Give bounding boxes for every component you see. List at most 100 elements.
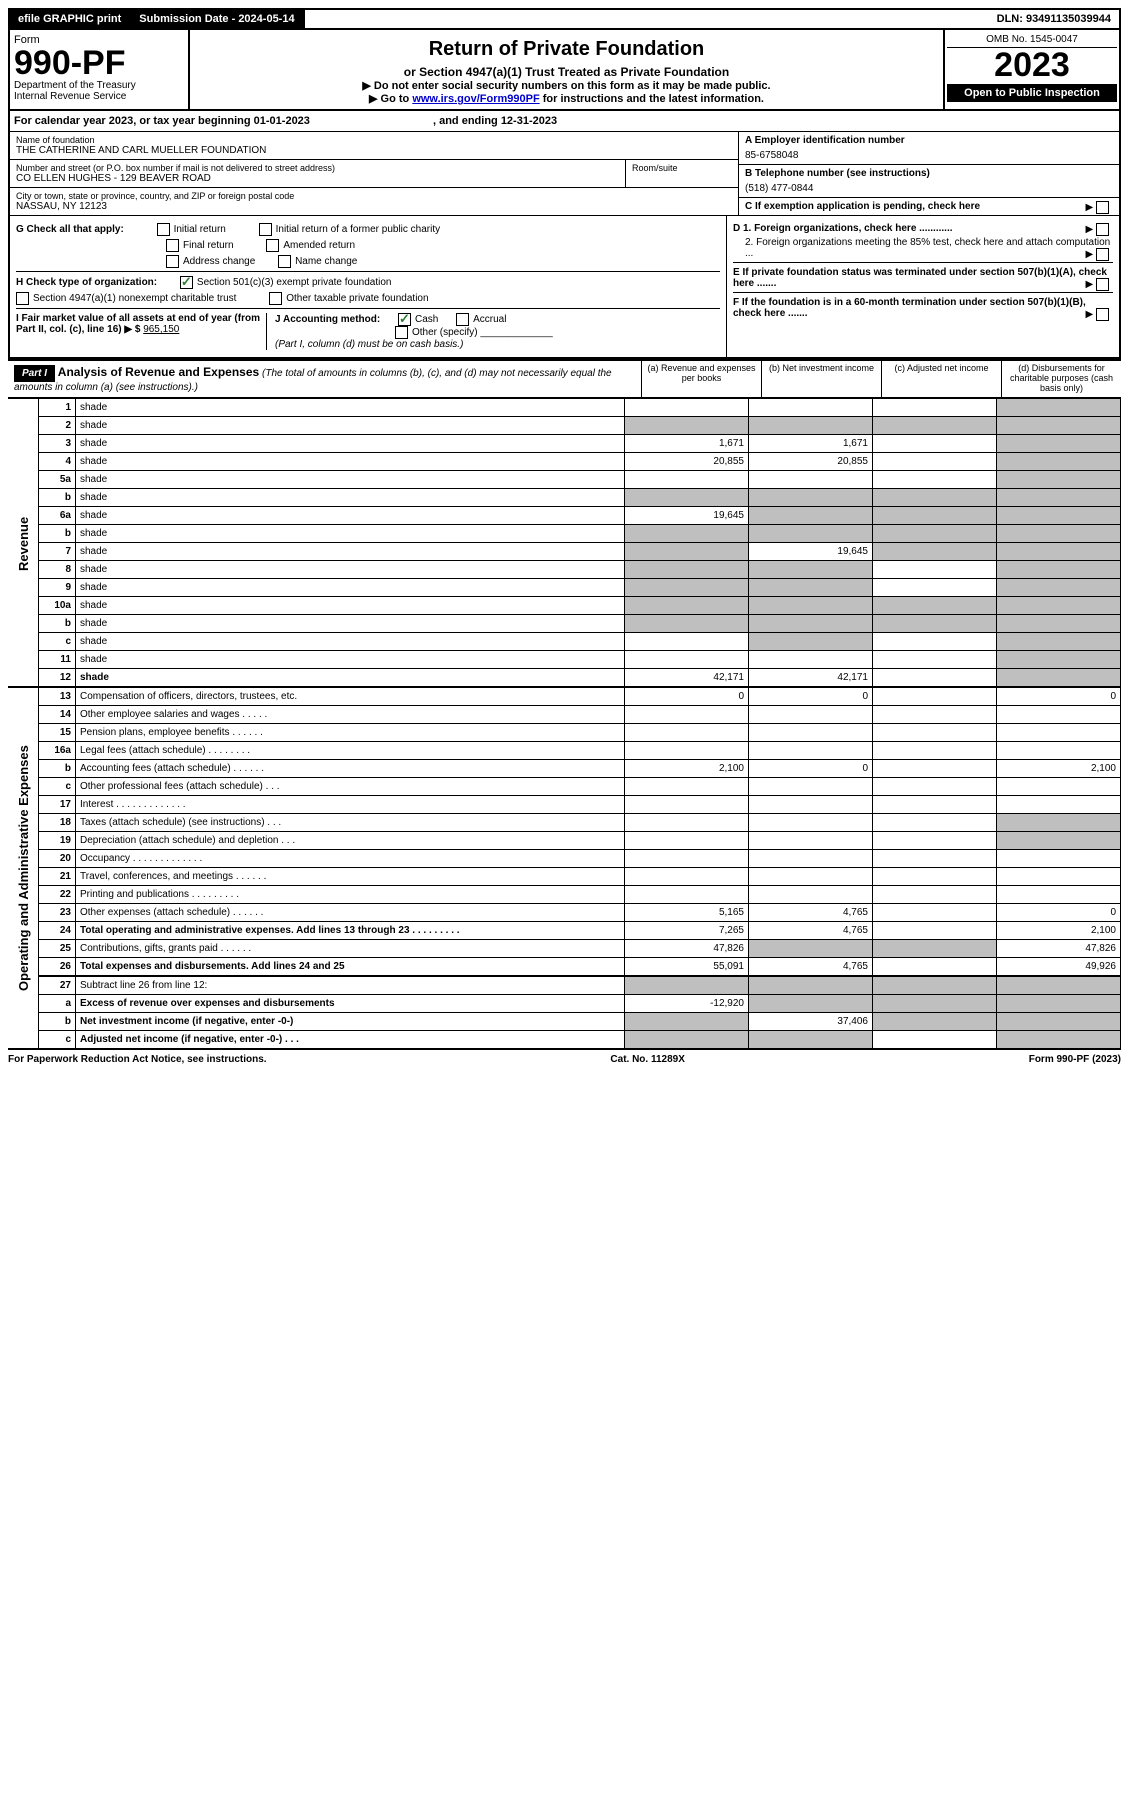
efile-print-button[interactable]: efile GRAPHIC print (10, 10, 131, 28)
cell-value (749, 399, 873, 417)
cell-value (873, 651, 997, 669)
row-number: b (39, 489, 76, 507)
cell-value (749, 814, 873, 832)
phone-value: (518) 477-0844 (745, 179, 1113, 194)
row-desc: shade (76, 417, 625, 435)
j-other-checkbox[interactable] (395, 326, 408, 339)
cell-shaded (997, 832, 1121, 850)
cell-value (625, 399, 749, 417)
cell-value: 42,171 (749, 669, 873, 688)
cell-shaded (997, 1013, 1121, 1031)
tax-year: 2023 (947, 48, 1117, 82)
row-number: 11 (39, 651, 76, 669)
cell-value: 1,671 (625, 435, 749, 453)
cell-value (873, 832, 997, 850)
cell-shaded (749, 597, 873, 615)
cell-value (625, 778, 749, 796)
cell-value (749, 868, 873, 886)
form990pf-link[interactable]: www.irs.gov/Form990PF (412, 93, 539, 105)
form-title: Return of Private Foundation (194, 38, 939, 61)
row-desc: shade (76, 615, 625, 633)
c-pending-checkbox[interactable] (1096, 201, 1109, 214)
cell-value: 47,826 (625, 940, 749, 958)
cell-value: 0 (997, 904, 1121, 922)
row-number: 27 (39, 976, 76, 995)
cell-value (873, 922, 997, 940)
e-checkbox[interactable] (1096, 278, 1109, 291)
cell-value (873, 778, 997, 796)
instr-goto: ▶ Go to www.irs.gov/Form990PF for instru… (194, 92, 939, 105)
i-fmv-value: 965,150 (143, 324, 179, 335)
row-number: 17 (39, 796, 76, 814)
cell-shaded (749, 633, 873, 651)
cell-value (749, 796, 873, 814)
h-4947-checkbox[interactable] (16, 292, 29, 305)
cell-value (873, 471, 997, 489)
row-desc: Taxes (attach schedule) (see instruction… (76, 814, 625, 832)
col-c-head: (c) Adjusted net income (881, 361, 1001, 397)
h-label: H Check type of organization: (16, 277, 157, 288)
row-number: a (39, 995, 76, 1013)
h-other-checkbox[interactable] (269, 292, 282, 305)
cell-value (873, 633, 997, 651)
form-subtitle: or Section 4947(a)(1) Trust Treated as P… (194, 65, 939, 79)
g-addr-checkbox[interactable] (166, 255, 179, 268)
cell-value: 20,855 (625, 453, 749, 471)
cell-shaded (997, 597, 1121, 615)
cell-value (997, 742, 1121, 760)
row-number: 19 (39, 832, 76, 850)
cell-shaded (997, 995, 1121, 1013)
h-501c3-checkbox[interactable] (180, 276, 193, 289)
row-desc: shade (76, 543, 625, 561)
g-name-checkbox[interactable] (278, 255, 291, 268)
cell-value (997, 706, 1121, 724)
cell-value (997, 850, 1121, 868)
cell-value (873, 706, 997, 724)
cell-shaded (625, 579, 749, 597)
j-accrual-checkbox[interactable] (456, 313, 469, 326)
row-desc: shade (76, 471, 625, 489)
cell-shaded (625, 489, 749, 507)
cell-value: 4,765 (749, 922, 873, 940)
row-desc: shade (76, 669, 625, 688)
row-number: c (39, 1031, 76, 1050)
cell-value (625, 706, 749, 724)
cell-shaded (625, 417, 749, 435)
cell-shaded (997, 543, 1121, 561)
cell-shaded (625, 1013, 749, 1031)
part1-table: Revenue1shade2shade3shade1,6711,6714shad… (8, 399, 1121, 1050)
cell-value (997, 778, 1121, 796)
g-amended-checkbox[interactable] (266, 239, 279, 252)
row-desc: Printing and publications . . . . . . . … (76, 886, 625, 904)
j-cash-checkbox[interactable] (398, 313, 411, 326)
cell-value (625, 742, 749, 760)
form-number: 990-PF (14, 46, 184, 80)
cell-shaded (749, 561, 873, 579)
name-label: Name of foundation (16, 135, 732, 145)
row-number: 20 (39, 850, 76, 868)
row-number: 23 (39, 904, 76, 922)
cell-value (873, 868, 997, 886)
cell-value (997, 796, 1121, 814)
cell-shaded (997, 633, 1121, 651)
row-number: 12 (39, 669, 76, 688)
row-number: 22 (39, 886, 76, 904)
cat-number: Cat. No. 11289X (610, 1054, 684, 1065)
d2-label: 2. Foreign organizations meeting the 85%… (745, 237, 1110, 259)
d1-checkbox[interactable] (1096, 223, 1109, 236)
g-final-checkbox[interactable] (166, 239, 179, 252)
row-desc: Interest . . . . . . . . . . . . . (76, 796, 625, 814)
cell-value (873, 958, 997, 977)
g-label: G Check all that apply: (16, 224, 124, 235)
cell-value: 20,855 (749, 453, 873, 471)
row-number: 18 (39, 814, 76, 832)
g-initial-checkbox[interactable] (157, 223, 170, 236)
f-checkbox[interactable] (1096, 308, 1109, 321)
g-initial-former-checkbox[interactable] (259, 223, 272, 236)
cell-value: 1,671 (749, 435, 873, 453)
d2-checkbox[interactable] (1096, 248, 1109, 261)
row-desc: shade (76, 561, 625, 579)
cell-shaded (873, 507, 997, 525)
cell-shaded (997, 417, 1121, 435)
expenses-section-label: Operating and Administrative Expenses (8, 687, 39, 1049)
